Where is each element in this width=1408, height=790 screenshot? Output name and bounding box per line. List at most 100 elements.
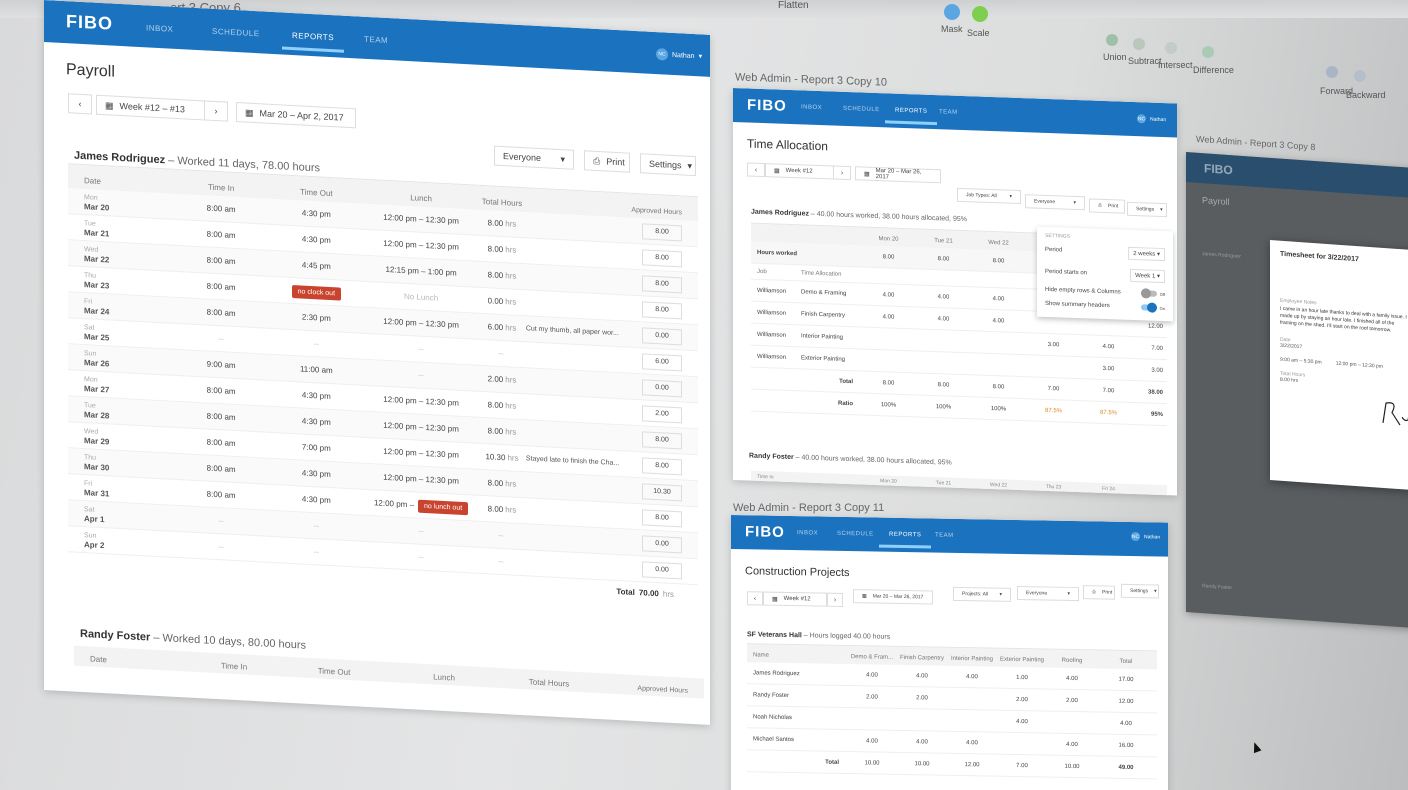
week-picker[interactable]: ▦ Week #12: [763, 591, 827, 607]
subtract-label[interactable]: Subtract: [1128, 56, 1162, 66]
time-in[interactable]: 8:00 am: [206, 229, 236, 241]
no-clock-out-badge[interactable]: no clock out: [291, 284, 342, 301]
approved-hours-input[interactable]: 8.00: [642, 222, 682, 241]
projects-filter[interactable]: Projects: All ▾: [953, 586, 1011, 602]
artboard-caption-alloc[interactable]: Web Admin - Report 3 Copy 10: [735, 71, 888, 89]
intersect-label[interactable]: Intersect: [1158, 60, 1193, 70]
forward-icon[interactable]: [1326, 66, 1338, 78]
project-column[interactable]: Demo & Fram...: [850, 654, 894, 661]
lunch[interactable]: --: [418, 370, 424, 380]
approved-hours-input[interactable]: 8.00: [642, 274, 682, 293]
backward-icon[interactable]: [1354, 70, 1366, 82]
tab-schedule[interactable]: SCHEDULE: [212, 26, 260, 39]
approved-hours-input[interactable]: 8.00: [642, 456, 682, 475]
hours-cell[interactable]: 4.00: [866, 737, 878, 745]
print-button[interactable]: ⎙ Print: [1089, 198, 1125, 214]
allocation-cell[interactable]: 4.00: [1102, 343, 1115, 350]
day-column[interactable]: Mon 20: [880, 478, 897, 485]
next-week-button[interactable]: ›: [833, 165, 851, 181]
allocation-cell[interactable]: [916, 340, 971, 342]
allocation-cell[interactable]: [1081, 324, 1136, 326]
approved-hours-input[interactable]: 0.00: [642, 378, 682, 397]
allocation-cell[interactable]: 3.00: [1047, 341, 1060, 348]
forward-label[interactable]: Forward: [1320, 86, 1354, 96]
week-picker[interactable]: ▦ Week #12: [765, 163, 835, 180]
row-note[interactable]: [526, 511, 631, 516]
lunch[interactable]: 12:00 pm – 12:30 pm: [383, 472, 459, 486]
lunch[interactable]: --: [418, 526, 424, 536]
row-note[interactable]: [526, 277, 631, 282]
day-column[interactable]: Tue 21: [934, 238, 953, 245]
lunch[interactable]: No Lunch: [403, 291, 439, 303]
scale-label[interactable]: Scale: [967, 28, 990, 38]
allocation-cell[interactable]: 4.00: [992, 317, 1005, 324]
approved-hours-input[interactable]: 8.00: [642, 300, 682, 319]
col-lunch[interactable]: Lunch: [410, 193, 432, 204]
union-label[interactable]: Union: [1103, 52, 1127, 62]
tab-team[interactable]: TEAM: [364, 34, 389, 46]
day-column[interactable]: Fri 24: [1102, 485, 1115, 493]
user-menu[interactable]: NC Nathan: [1137, 114, 1166, 124]
time-out[interactable]: 4:30 pm: [301, 234, 331, 246]
col-lunch[interactable]: Lunch: [433, 672, 455, 683]
allocation-cell[interactable]: [971, 342, 1026, 344]
lunch[interactable]: --: [418, 552, 424, 562]
day-column[interactable]: Wed 22: [988, 239, 1009, 247]
tab-reports[interactable]: REPORTS: [889, 531, 922, 539]
allocation-cell[interactable]: [1026, 366, 1081, 368]
approved-hours-input[interactable]: 2.00: [642, 404, 682, 423]
time-in[interactable]: 8:00 am: [206, 385, 236, 397]
prev-week-button[interactable]: ‹: [747, 591, 763, 606]
time-in[interactable]: 8:00 am: [206, 203, 236, 215]
hours-cell[interactable]: 4.00: [916, 738, 928, 745]
allocation-cell[interactable]: 4.00: [937, 293, 950, 301]
tab-reports[interactable]: REPORTS: [895, 107, 928, 115]
prev-week-button[interactable]: ‹: [747, 162, 765, 178]
project-column[interactable]: Interior Painting: [950, 655, 994, 663]
time-in[interactable]: 8:00 am: [206, 255, 236, 267]
allocation-cell[interactable]: [971, 364, 1026, 366]
col-approved-hours[interactable]: Approved Hours: [637, 685, 688, 695]
time-in[interactable]: 8:00 am: [206, 411, 236, 423]
time-out[interactable]: 4:30 pm: [301, 468, 331, 480]
approved-hours-input[interactable]: 10.30: [642, 482, 682, 501]
date-range-picker[interactable]: ▦ Mar 20 – Mar 26, 2017: [855, 166, 941, 184]
allocation-cell[interactable]: [861, 338, 916, 340]
allocation-cell[interactable]: 4.00: [992, 295, 1005, 302]
col-approved-hours[interactable]: Approved Hours: [631, 206, 682, 217]
time-out[interactable]: 4:30 pm: [301, 390, 331, 402]
union-icon[interactable]: [1106, 34, 1118, 46]
lunch[interactable]: 12:00 pm – 12:30 pm: [383, 212, 459, 226]
time-in[interactable]: 8:00 am: [206, 281, 236, 293]
hours-cell[interactable]: [1047, 722, 1097, 723]
allocation-cell[interactable]: 4.00: [882, 291, 895, 299]
hours-cell[interactable]: [847, 719, 897, 720]
next-week-button[interactable]: ›: [204, 100, 228, 122]
hours-cell[interactable]: 2.00: [866, 693, 878, 701]
tab-schedule[interactable]: SCHEDULE: [843, 105, 880, 114]
subtract-icon[interactable]: [1133, 38, 1145, 50]
approved-hours-input[interactable]: 8.00: [642, 430, 682, 449]
row-note[interactable]: [526, 485, 631, 490]
row-note[interactable]: Cut my thumb, all paper wor...: [525, 325, 619, 338]
col-time-in[interactable]: Time In: [220, 661, 248, 672]
mask-label[interactable]: Mask: [941, 24, 963, 34]
row-note[interactable]: [526, 537, 631, 542]
row-note[interactable]: [526, 433, 631, 438]
hours-cell[interactable]: 1.00: [1016, 674, 1028, 681]
tab-reports[interactable]: REPORTS: [292, 30, 335, 43]
period-start-select[interactable]: Week 1 ▾: [1130, 268, 1165, 283]
date-range-picker[interactable]: ▦ Mar 20 – Apr 2, 2017: [236, 102, 356, 129]
tab-team[interactable]: TEAM: [935, 532, 954, 539]
hours-cell[interactable]: [997, 743, 1047, 744]
allocation-cell[interactable]: 4.00: [882, 313, 895, 321]
col-time-out[interactable]: Time Out: [300, 187, 333, 199]
lunch[interactable]: 12:00 pm – no lunch out: [364, 498, 478, 516]
job-types-filter[interactable]: Job Types: All ▾: [957, 187, 1021, 205]
user-menu[interactable]: NC Nathan ▾: [656, 48, 702, 62]
mask-icon[interactable]: [944, 4, 960, 20]
row-note[interactable]: [526, 381, 631, 386]
row-note[interactable]: [526, 563, 631, 568]
approved-hours-input[interactable]: 8.00: [642, 508, 682, 527]
hours-cell[interactable]: 2.00: [1016, 696, 1028, 703]
